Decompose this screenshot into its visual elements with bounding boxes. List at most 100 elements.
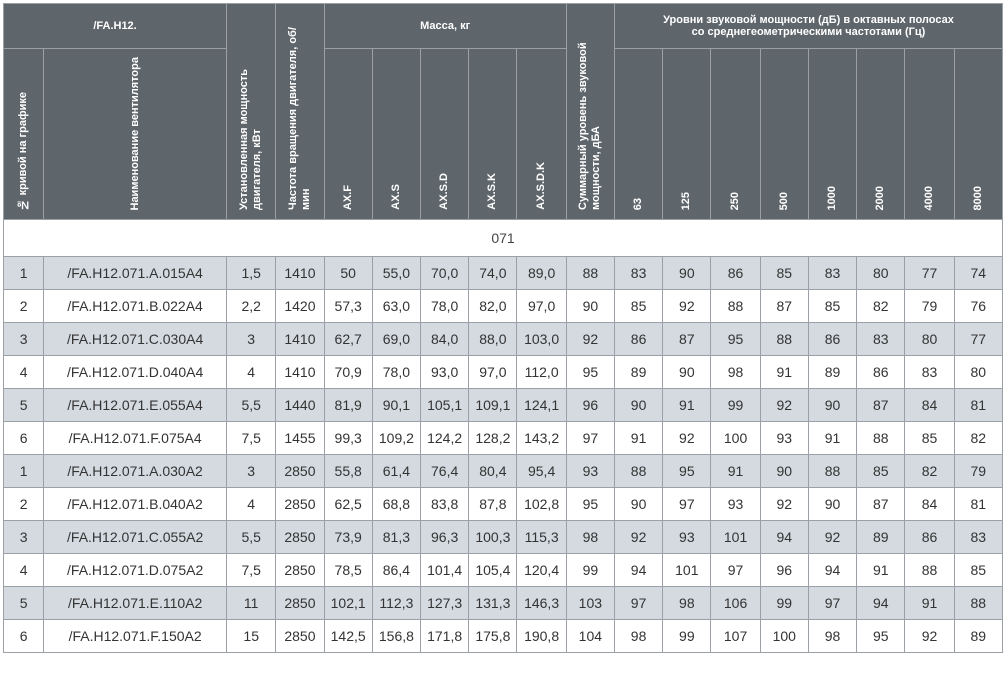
table-cell: 88 bbox=[904, 553, 955, 587]
table-cell: 82 bbox=[953, 421, 1004, 455]
table-cell: 86,4 bbox=[371, 553, 422, 587]
table-cell: 89 bbox=[807, 355, 858, 389]
table-cell: 77 bbox=[904, 256, 955, 290]
table-cell: 1 bbox=[2, 454, 45, 488]
table-cell: 5,5 bbox=[226, 388, 277, 422]
fan-name-cell: /FA.H12.071.C.055A2 bbox=[43, 520, 228, 554]
table-cell: 128,2 bbox=[468, 421, 518, 455]
table-cell: 95 bbox=[565, 487, 615, 521]
table-cell: 82 bbox=[904, 454, 955, 488]
table-cell: 102,1 bbox=[323, 586, 373, 620]
table-cell: 91 bbox=[710, 454, 761, 488]
fan-name-cell: /FA.H12.071.C.030A4 bbox=[43, 322, 228, 356]
table-cell: 84 bbox=[904, 388, 955, 422]
table-cell: 95 bbox=[662, 454, 712, 488]
table-cell: 85 bbox=[759, 256, 809, 290]
table-cell: 81,3 bbox=[371, 520, 422, 554]
mass-col-header: AX.S.K bbox=[468, 48, 518, 220]
table-cell: 70,0 bbox=[420, 256, 470, 290]
table-cell: 78,0 bbox=[371, 355, 422, 389]
table-cell: 105,1 bbox=[420, 388, 470, 422]
table-cell: 1,5 bbox=[226, 256, 277, 290]
table-cell: 88 bbox=[856, 421, 906, 455]
table-cell: 15 bbox=[226, 619, 277, 653]
table-row: 3/FA.H12.071.C.055A2 5,5 2850 73,9 81,3 96,3 1… bbox=[2, 520, 1004, 554]
table-cell: 101,4 bbox=[420, 553, 470, 587]
table-cell: 96 bbox=[565, 388, 615, 422]
table-cell: 171,8 bbox=[420, 619, 470, 653]
table-cell: 5 bbox=[2, 388, 45, 422]
table-cell: 81 bbox=[953, 388, 1004, 422]
table-cell: 90 bbox=[613, 388, 664, 422]
table-cell: 74,0 bbox=[468, 256, 518, 290]
table-cell: 86 bbox=[904, 520, 955, 554]
table-cell: 85 bbox=[613, 289, 664, 323]
mass-col-header: AX.F bbox=[323, 48, 373, 220]
table-cell: 95 bbox=[710, 322, 761, 356]
fan-spec-table: /FA.H12. Установленная мощность двигател… bbox=[2, 3, 1004, 653]
table-cell: 88 bbox=[613, 454, 664, 488]
table-cell: 2850 bbox=[275, 487, 325, 521]
section-label: 071 bbox=[3, 219, 1003, 257]
table-cell: 50 bbox=[323, 256, 373, 290]
freq-col-header: 1000 bbox=[807, 48, 858, 220]
sound-levels-header: Уровни звуковой мощности (дБ) в октавных… bbox=[613, 3, 1004, 49]
table-cell: 83 bbox=[613, 256, 664, 290]
table-cell: 1410 bbox=[275, 256, 325, 290]
table-cell: 99,3 bbox=[323, 421, 373, 455]
table-cell: 83 bbox=[953, 520, 1004, 554]
table-cell: 62,7 bbox=[323, 322, 373, 356]
table-cell: 61,4 bbox=[371, 454, 422, 488]
table-cell: 90 bbox=[662, 256, 712, 290]
table-cell: 91 bbox=[904, 586, 955, 620]
table-row: 4/FA.H12.071.D.075A2 7,5 2850 78,5 86,4 101,4… bbox=[2, 553, 1004, 587]
table-cell: 97,0 bbox=[516, 289, 567, 323]
table-cell: 93 bbox=[759, 421, 809, 455]
table-cell: 88,0 bbox=[468, 322, 518, 356]
table-cell: 92 bbox=[904, 619, 955, 653]
table-cell: 55,0 bbox=[371, 256, 422, 290]
fan-name-cell: /FA.H12.071.A.030A2 bbox=[43, 454, 228, 488]
table-cell: 124,1 bbox=[516, 388, 567, 422]
curve-number-header: № кривой на графике bbox=[2, 48, 45, 220]
table-cell: 84,0 bbox=[420, 322, 470, 356]
table-cell: 95,4 bbox=[516, 454, 567, 488]
table-cell: 4 bbox=[2, 355, 45, 389]
freq-col-header: 250 bbox=[710, 48, 761, 220]
table-cell: 84 bbox=[904, 487, 955, 521]
table-cell: 91 bbox=[759, 355, 809, 389]
table-cell: 3 bbox=[226, 454, 277, 488]
table-cell: 83 bbox=[856, 322, 906, 356]
section-row: 071 bbox=[3, 219, 1003, 257]
table-cell: 82,0 bbox=[468, 289, 518, 323]
table-row: 2/FA.H12.071.B.040A2 4 2850 62,5 68,8 83,8 87,… bbox=[2, 487, 1004, 521]
table-cell: 83 bbox=[904, 355, 955, 389]
speed-header: Частота вращения двигателя, об/мин bbox=[275, 3, 325, 220]
table-cell: 55,8 bbox=[323, 454, 373, 488]
table-cell: 2850 bbox=[275, 553, 325, 587]
table-cell: 73,9 bbox=[323, 520, 373, 554]
table-cell: 101 bbox=[662, 553, 712, 587]
table-cell: 90 bbox=[565, 289, 615, 323]
table-cell: 89 bbox=[953, 619, 1004, 653]
table-row: 2/FA.H12.071.B.022A4 2,2 1420 57,3 63,0 78,0 8… bbox=[2, 289, 1004, 323]
table-cell: 2 bbox=[2, 289, 45, 323]
table-cell: 1410 bbox=[275, 355, 325, 389]
table-cell: 2 bbox=[2, 487, 45, 521]
table-cell: 87 bbox=[759, 289, 809, 323]
table-cell: 63,0 bbox=[371, 289, 422, 323]
table-cell: 62,5 bbox=[323, 487, 373, 521]
table-cell: 103,0 bbox=[516, 322, 567, 356]
table-cell: 96,3 bbox=[420, 520, 470, 554]
table-cell: 143,2 bbox=[516, 421, 567, 455]
table-cell: 70,9 bbox=[323, 355, 373, 389]
table-cell: 95 bbox=[856, 619, 906, 653]
freq-col-header: 500 bbox=[759, 48, 809, 220]
fan-name-cell: /FA.H12.071.D.075A2 bbox=[43, 553, 228, 587]
table-cell: 86 bbox=[613, 322, 664, 356]
table-cell: 97 bbox=[807, 586, 858, 620]
table-cell: 5 bbox=[2, 586, 45, 620]
table-cell: 81,9 bbox=[323, 388, 373, 422]
table-cell: 87 bbox=[662, 322, 712, 356]
table-cell: 86 bbox=[807, 322, 858, 356]
